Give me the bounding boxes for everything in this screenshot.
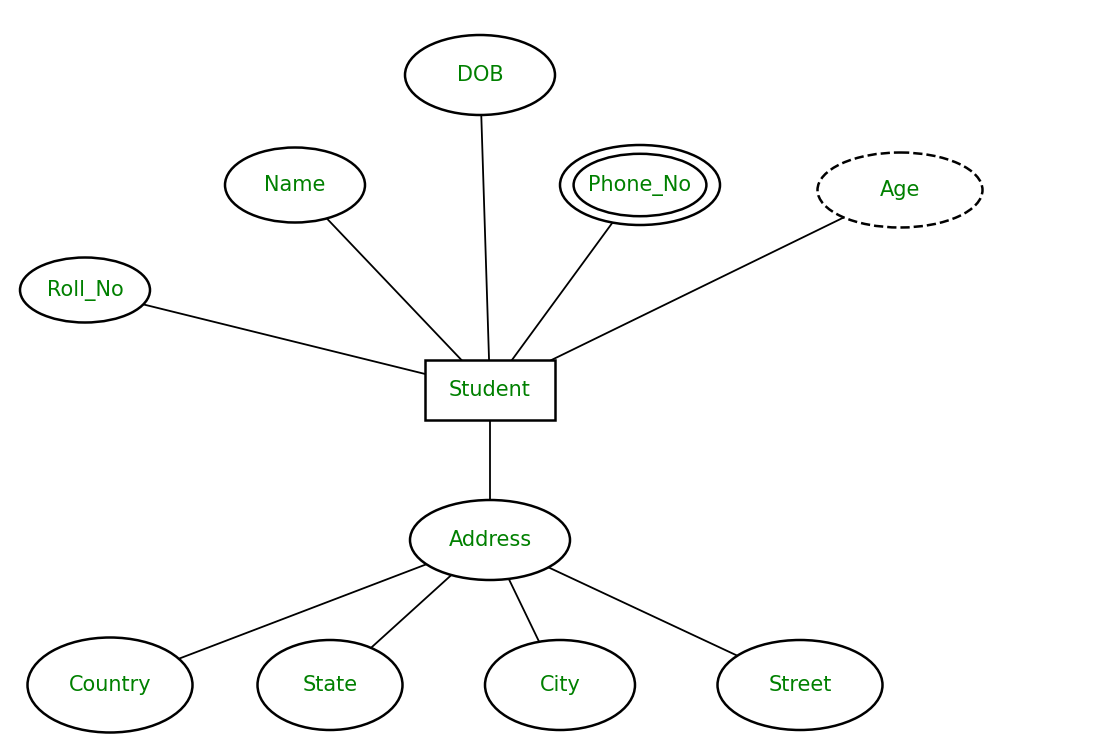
FancyBboxPatch shape: [425, 360, 555, 420]
Ellipse shape: [20, 258, 150, 322]
Ellipse shape: [225, 148, 365, 222]
Text: City: City: [539, 675, 580, 695]
Text: Student: Student: [449, 380, 530, 400]
Text: Address: Address: [448, 530, 532, 550]
Ellipse shape: [485, 640, 635, 730]
Text: Roll_No: Roll_No: [47, 279, 123, 300]
Ellipse shape: [574, 154, 706, 216]
Ellipse shape: [817, 153, 983, 227]
Text: State: State: [302, 675, 358, 695]
Ellipse shape: [28, 638, 192, 733]
Text: DOB: DOB: [457, 65, 504, 85]
Ellipse shape: [258, 640, 403, 730]
Ellipse shape: [405, 35, 555, 115]
Text: Country: Country: [69, 675, 151, 695]
Ellipse shape: [410, 500, 570, 580]
Text: Street: Street: [768, 675, 832, 695]
Ellipse shape: [717, 640, 883, 730]
Text: Name: Name: [265, 175, 326, 195]
Ellipse shape: [560, 145, 719, 225]
Text: Age: Age: [880, 180, 921, 200]
Text: Phone_No: Phone_No: [588, 175, 692, 196]
